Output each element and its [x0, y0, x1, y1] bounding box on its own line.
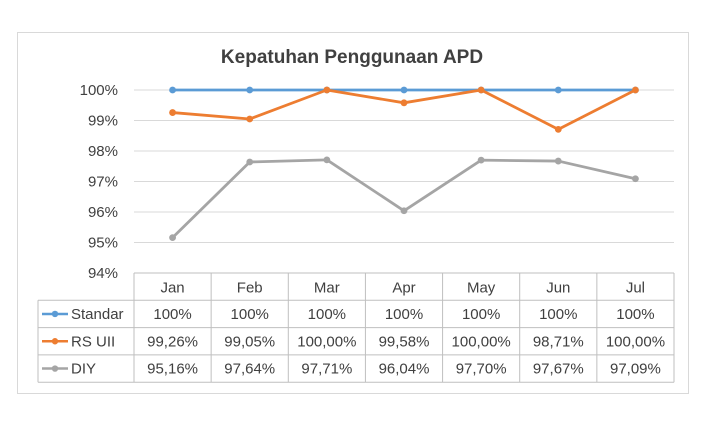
series-lines	[169, 86, 639, 242]
x-tick-label: Jan	[160, 280, 184, 297]
data-point	[554, 86, 562, 94]
x-tick-label: Jun	[546, 280, 570, 297]
data-point	[554, 157, 562, 165]
data-table-cell: 97,64%	[224, 361, 275, 378]
x-tick-label: Apr	[392, 280, 415, 297]
data-point	[400, 86, 408, 94]
y-tick-label: 99%	[88, 113, 118, 130]
data-table-cell: 100%	[308, 306, 346, 323]
x-tick-label: Jul	[626, 280, 645, 297]
data-table-cell: 100%	[153, 306, 191, 323]
y-tick-label: 100%	[80, 82, 118, 99]
data-table: Jan Feb Mar Apr May Jun Jul Standar 100% 100% 100%…	[37, 272, 675, 383]
data-table-cell: 100%	[462, 306, 500, 323]
data-point	[169, 109, 176, 116]
chart-title: Kepatuhan Penggunaan APD	[221, 47, 483, 68]
data-table-cell: 100%	[231, 306, 269, 323]
data-table-cell: 96,04%	[379, 361, 430, 378]
data-table-cell: 98,71%	[533, 333, 584, 350]
data-point	[246, 86, 254, 94]
data-point	[400, 99, 408, 107]
data-table-cell: 95,16%	[147, 361, 198, 378]
legend-key-marker	[51, 310, 59, 318]
series-diy	[169, 156, 639, 242]
series-line	[171, 158, 636, 239]
series-rs-uii	[169, 86, 639, 133]
y-tick-label: 96%	[88, 204, 118, 221]
data-table-cell: 97,09%	[610, 361, 661, 378]
y-tick-label: 95%	[88, 235, 118, 252]
legend-entry: RS UII	[71, 333, 115, 350]
series-standar	[169, 86, 639, 94]
x-tick-label: May	[467, 280, 496, 297]
data-table-cell: 100%	[539, 306, 577, 323]
data-table-cell: 97,70%	[456, 361, 507, 378]
data-point	[323, 86, 331, 94]
data-point	[169, 234, 176, 242]
data-table-cell: 100,00%	[606, 333, 665, 350]
y-tick-label: 94%	[88, 265, 118, 282]
data-table-cell: 100%	[616, 306, 654, 323]
series-line	[172, 88, 637, 131]
data-table-cell: 97,71%	[301, 361, 352, 378]
data-table-cell: 100%	[385, 306, 423, 323]
data-point	[246, 158, 254, 166]
data-table-cell: 99,58%	[379, 333, 430, 350]
data-table-cell: 100,00%	[452, 333, 511, 350]
data-table-cell: 100,00%	[297, 333, 356, 350]
data-point	[632, 175, 639, 183]
y-axis-ticks: 94% 95% 96% 97% 98% 99% 100%	[80, 82, 118, 282]
x-tick-label: Feb	[237, 280, 263, 297]
legend-entry: DIY	[71, 361, 96, 378]
data-point	[169, 86, 176, 94]
data-table-cell: 99,05%	[224, 333, 275, 350]
data-point	[477, 156, 485, 164]
y-tick-label: 97%	[88, 174, 118, 191]
data-point	[400, 207, 408, 215]
data-point	[632, 86, 639, 94]
data-point	[246, 115, 254, 123]
data-point	[477, 86, 485, 94]
legend-key-marker	[51, 365, 59, 372]
y-tick-label: 98%	[88, 143, 118, 160]
data-table-cell: 97,67%	[533, 361, 584, 378]
data-table-cell: 99,26%	[147, 333, 198, 350]
legend-key-marker	[51, 338, 59, 345]
legend-entry: Standar	[71, 306, 124, 323]
data-point	[323, 156, 331, 164]
data-point	[554, 125, 562, 133]
x-tick-label: Mar	[314, 280, 340, 297]
chart-frame	[17, 32, 689, 394]
